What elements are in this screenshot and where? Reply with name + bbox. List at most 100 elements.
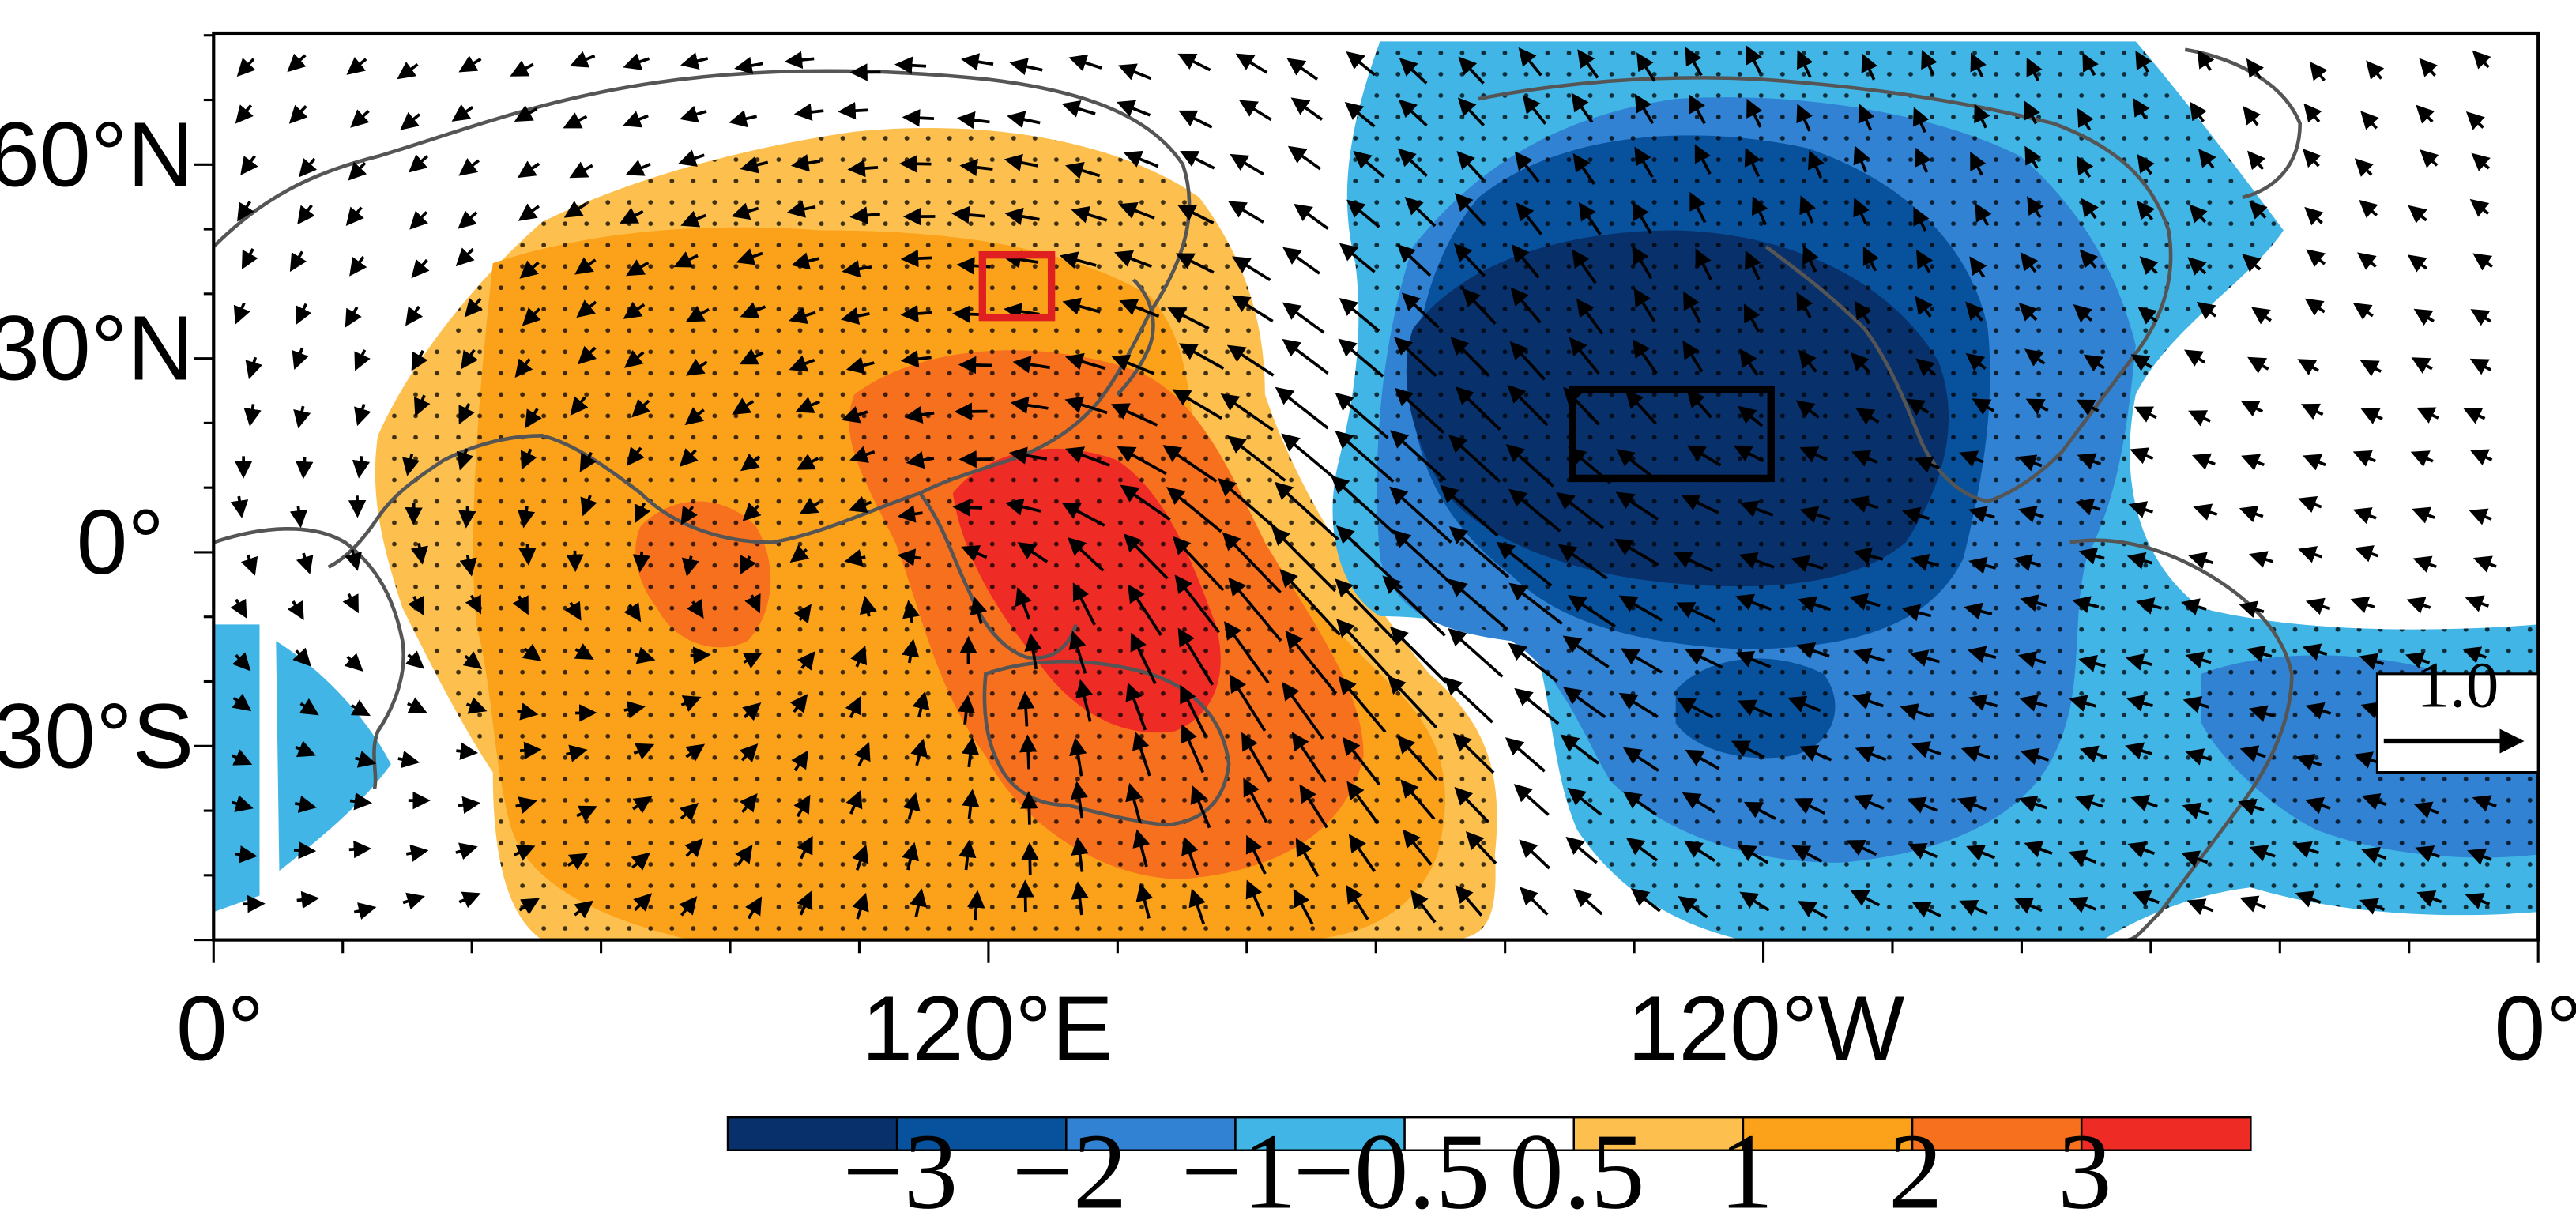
stippling-warm	[375, 127, 1497, 940]
wind-vector	[1739, 348, 1759, 376]
wind-vector	[849, 206, 880, 224]
wind-vector	[1342, 736, 1381, 786]
wind-vector	[1181, 724, 1205, 774]
wind-vector	[1353, 150, 1385, 179]
wind-vector	[957, 695, 975, 725]
wind-vector	[2472, 253, 2494, 271]
wind-vector	[2359, 898, 2386, 915]
wind-vector	[1569, 337, 1600, 375]
wind-vector	[2182, 695, 2210, 713]
wind-vector	[1004, 207, 1040, 225]
wind-vector	[2247, 356, 2269, 374]
wind-vector	[405, 650, 425, 669]
wind-vector	[1743, 801, 1776, 820]
wind-vector	[1625, 837, 1659, 862]
wind-vector	[1799, 745, 1832, 762]
wind-vector	[2017, 454, 2043, 472]
wind-vector	[2292, 841, 2319, 858]
wind-vector	[2249, 705, 2275, 722]
wind-vector	[797, 651, 815, 671]
wind-vector	[1505, 443, 1555, 488]
wind-vector	[623, 602, 642, 623]
wind-vector	[1180, 151, 1215, 170]
wind-vector	[1271, 527, 1336, 593]
wind-vector	[1685, 47, 1703, 77]
wind-vector	[1287, 145, 1322, 171]
wind-vector	[1737, 699, 1772, 717]
wind-vector	[243, 894, 266, 913]
wind-vector	[2083, 354, 2105, 372]
wind-vector	[1455, 884, 1483, 917]
wind-vector	[684, 838, 703, 858]
wind-vector	[959, 158, 993, 177]
wind-vector	[288, 104, 308, 124]
wind-vector	[1281, 433, 1342, 485]
wind-vector	[2248, 200, 2268, 220]
wind-vector	[859, 595, 877, 617]
wind-vector	[245, 356, 263, 380]
wind-vector	[1851, 692, 1884, 710]
wind-vector	[2408, 205, 2427, 224]
wind-vector	[1854, 300, 1872, 325]
wind-vector	[1965, 301, 1984, 322]
wind-vector	[1906, 398, 1930, 416]
coast-indochina	[918, 491, 1078, 660]
wind-vector	[2305, 597, 2331, 616]
wind-vector	[910, 888, 928, 917]
lon-label-120w: 120°W	[1628, 977, 1905, 1079]
wind-vector	[2188, 410, 2211, 427]
wind-vector	[2366, 60, 2385, 80]
wind-vector	[1007, 111, 1041, 129]
wind-vector	[1064, 396, 1108, 415]
wind-vector	[1457, 97, 1485, 127]
wind-vector	[2354, 545, 2379, 563]
wind-vector	[296, 303, 312, 326]
wind-vector	[1684, 841, 1715, 862]
wind-vector	[1576, 298, 1604, 335]
wind-vector	[1275, 386, 1329, 430]
wind-vector	[1900, 703, 1931, 721]
wind-vector	[633, 893, 653, 913]
colorbar-label-6: 2	[1889, 1112, 1943, 1231]
wind-vector	[1912, 107, 1930, 134]
wind-vector	[2073, 304, 2093, 323]
wind-vector	[2465, 595, 2490, 612]
wind-vector	[519, 260, 540, 279]
wind-vector	[405, 844, 429, 862]
wind-vector	[1117, 446, 1167, 476]
wind-vector	[1456, 150, 1485, 182]
wind-vector	[1557, 544, 1608, 580]
wind-vector	[1572, 249, 1597, 284]
wind-vector	[1853, 145, 1870, 173]
wind-vector	[1901, 604, 1932, 622]
wind-vector	[2251, 307, 2272, 325]
wind-vector	[845, 356, 875, 375]
wind-vector	[1293, 888, 1314, 925]
wind-vector	[1694, 144, 1712, 175]
wind-vector	[566, 550, 584, 573]
wind-vector	[1853, 547, 1884, 565]
wind-vector	[1448, 628, 1504, 678]
wind-vector	[739, 348, 764, 365]
wind-vector	[1799, 195, 1816, 224]
wind-vector	[2137, 201, 2156, 221]
wind-vector	[1111, 354, 1155, 375]
wind-vector	[2354, 158, 2374, 177]
wind-vector	[1282, 338, 1329, 375]
wind-vector	[1956, 796, 1987, 814]
wind-vector	[353, 902, 377, 920]
wind-vector	[625, 160, 651, 176]
wind-vector	[1855, 746, 1887, 763]
wind-vector	[299, 157, 318, 178]
colorbar-swatch	[1742, 1116, 1914, 1151]
wind-vector	[408, 596, 424, 616]
wind-vector	[232, 795, 254, 812]
wind-vector	[349, 256, 367, 277]
wind-vector	[1178, 110, 1213, 129]
wind-vector	[2463, 408, 2486, 424]
wind-vector	[1012, 356, 1051, 374]
wind-vector	[956, 111, 990, 130]
wind-vector	[1959, 899, 1988, 917]
wind-vector	[2242, 254, 2262, 273]
wind-vector	[510, 60, 534, 77]
